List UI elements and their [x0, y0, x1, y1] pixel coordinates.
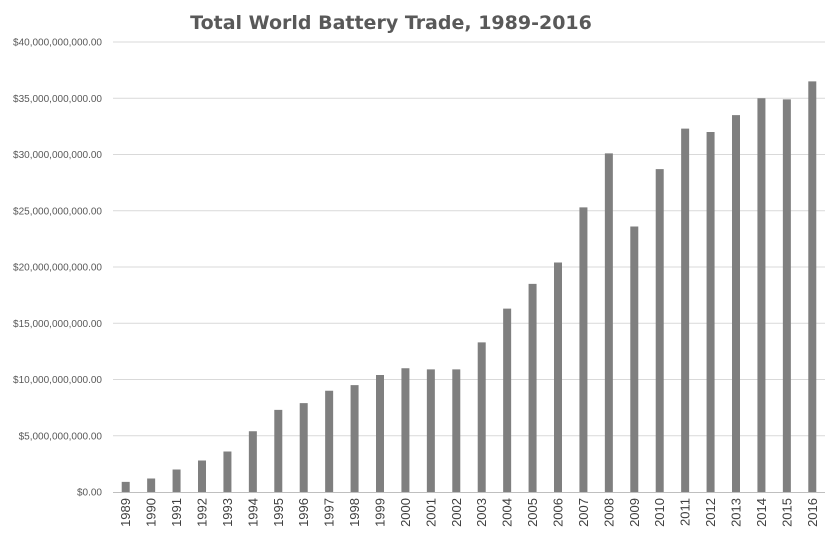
- bars: [121, 81, 817, 492]
- bar-1992: [198, 460, 206, 492]
- bar-1993: [223, 451, 232, 492]
- x-tick-label: 1993: [220, 498, 235, 527]
- x-tick-label: 2005: [525, 498, 540, 527]
- y-tick-label: $0.00: [77, 488, 102, 499]
- x-tick-label: 1991: [169, 498, 184, 527]
- x-tick-label: 1989: [118, 498, 133, 527]
- x-tick-label: 1990: [144, 498, 159, 527]
- y-tick-label: $25,000,000,000.00: [13, 206, 102, 217]
- y-tick-label: $40,000,000,000.00: [13, 38, 102, 49]
- x-tick-label: 2004: [500, 498, 515, 527]
- bar-2013: [732, 115, 740, 492]
- x-tick-label: 2002: [449, 498, 464, 527]
- x-tick-label: 2014: [754, 498, 769, 527]
- bar-2004: [503, 308, 512, 492]
- x-tick-label: 2011: [678, 498, 693, 526]
- bar-2002: [452, 369, 461, 492]
- x-axis-tick-labels: 1989 1990 1991 1992 1993 1994 1995 1996 1997 1998…: [118, 498, 820, 527]
- x-tick-label: 2001: [423, 498, 438, 527]
- chart-title: Total World Battery Trade, 1989-2016: [190, 12, 592, 34]
- bar-1995: [274, 409, 283, 492]
- x-tick-label: 2008: [601, 498, 616, 527]
- x-tick-label: 2015: [779, 498, 794, 527]
- bar-2016: [808, 81, 817, 492]
- x-tick-label: 2010: [652, 498, 667, 527]
- bar-1990: [147, 478, 156, 492]
- x-tick-label: 2006: [551, 498, 566, 527]
- x-tick-label: 1996: [296, 498, 311, 527]
- x-tick-label: 1999: [373, 498, 388, 527]
- x-tick-label: 2003: [474, 498, 489, 527]
- bar-1997: [325, 390, 334, 492]
- bar-2012: [706, 132, 715, 492]
- bar-2000: [401, 368, 410, 492]
- bar-2008: [604, 153, 613, 492]
- bar-2003: [477, 342, 486, 492]
- x-tick-label: 1995: [271, 498, 286, 527]
- bar-1999: [376, 375, 384, 492]
- x-tick-label: 2012: [703, 498, 718, 527]
- bar-2006: [554, 262, 562, 492]
- bar-2005: [528, 283, 537, 492]
- x-tick-label: 1997: [322, 498, 337, 527]
- x-tick-label: 2013: [729, 498, 744, 527]
- bar-2011: [681, 128, 690, 492]
- bar-1989: [121, 481, 130, 492]
- bar-2010: [655, 169, 664, 492]
- bar-2007: [579, 207, 588, 492]
- y-tick-label: $35,000,000,000.00: [13, 94, 102, 105]
- x-tick-label: 2009: [627, 498, 642, 527]
- y-tick-label: $30,000,000,000.00: [13, 150, 102, 161]
- y-tick-label: $5,000,000,000.00: [19, 431, 103, 442]
- x-tick-label: 1992: [195, 498, 210, 527]
- bar-1991: [172, 469, 181, 492]
- x-tick-label: 1994: [245, 498, 260, 527]
- y-tick-label: $10,000,000,000.00: [13, 375, 102, 386]
- bar-2014: [757, 98, 766, 492]
- x-tick-label: 1998: [347, 498, 362, 527]
- bar-1994: [248, 431, 257, 492]
- gridlines: [113, 41, 825, 437]
- x-tick-label: 2000: [398, 498, 413, 527]
- bar-1996: [299, 403, 308, 492]
- y-axis-tick-labels: $0.00 $5,000,000,000.00 $10,000,000,000.00…: [13, 38, 102, 499]
- x-tick-label: 2007: [576, 498, 591, 527]
- bar-1998: [350, 385, 359, 492]
- bar-2009: [630, 226, 639, 492]
- bar-2001: [426, 369, 435, 492]
- y-tick-label: $15,000,000,000.00: [13, 319, 102, 330]
- y-tick-label: $20,000,000,000.00: [13, 263, 102, 274]
- bar-2015: [782, 99, 791, 492]
- x-tick-label: 2016: [805, 498, 820, 527]
